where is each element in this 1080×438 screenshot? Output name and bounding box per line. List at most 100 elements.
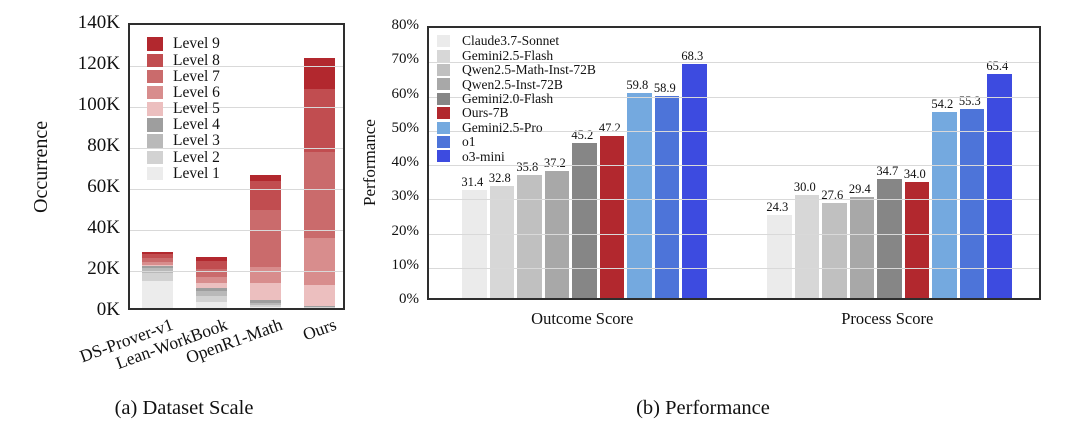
legend-label: Claude3.7-Sonnet: [462, 33, 560, 49]
legend-row: Level 7: [147, 68, 220, 84]
bar-gemini2-5-pro: [932, 112, 957, 298]
bar-ours-7b: [904, 181, 929, 298]
legend-swatch: [437, 135, 450, 148]
legend-label: Level 8: [173, 51, 220, 69]
bar-qwen2-5-math-inst-72b: [822, 203, 847, 298]
performance-plot-area: Claude3.7-Sonnet Gemini2.5-Flash Qwen2.5-M…: [427, 26, 1041, 300]
bar-segment-level-3: [250, 302, 282, 305]
bar-segment-level-3: [195, 290, 227, 296]
gridline: [130, 148, 343, 149]
bar-segment-level-4: [195, 287, 227, 291]
bar-segment-level-7: [250, 209, 282, 267]
legend-label: Gemini2.5-Pro: [462, 119, 543, 135]
legend-swatch: [437, 63, 450, 76]
bar-segment-level-6: [250, 267, 282, 284]
legend-row: Qwen2.5-Math-Inst-72B: [437, 63, 596, 77]
legend-label: Level 5: [173, 100, 220, 118]
caption-dataset-scale: (a) Dataset Scale: [114, 397, 254, 419]
legend-swatch: [437, 49, 450, 62]
bar-segment-level-1: [304, 307, 336, 308]
bar-segment-level-8: [141, 253, 173, 258]
bar-gemini2-5-pro: [627, 93, 652, 298]
bar-gemini2-5-flash: [489, 185, 514, 298]
legend-label: Qwen2.5-Inst-72B: [462, 76, 563, 92]
bar-segment-level-6: [304, 238, 336, 286]
bar-segment-level-2: [141, 273, 173, 282]
legend-label: Level 7: [173, 67, 220, 85]
legend-label: Level 4: [173, 116, 220, 134]
bar-segment-level-3: [141, 268, 173, 274]
bar-segment-level-2: [195, 295, 227, 302]
gridline: [429, 165, 1039, 166]
legend-swatch: [147, 53, 163, 68]
legend-swatch: [147, 134, 163, 148]
legend-label: Level 6: [173, 83, 220, 101]
bar-segment-level-1: [141, 281, 173, 308]
bar-gemini2-0-flash: [572, 143, 597, 298]
gridline: [130, 271, 343, 272]
bar-segment-level-7: [141, 257, 173, 262]
legend-label: Level 1: [173, 164, 220, 182]
bar-o1: [959, 108, 984, 298]
bar-segment-level-8: [195, 260, 227, 270]
legend-label: Level 9: [173, 35, 220, 53]
legend-label: Gemini2.5-Flash: [462, 47, 554, 63]
legend-swatch: [437, 150, 450, 163]
bar-gemini2-5-flash: [794, 195, 819, 298]
legend-swatch: [147, 150, 163, 165]
legend-swatch: [147, 69, 163, 84]
legend-row: Level 1: [147, 166, 220, 182]
legend-row: Level 4: [147, 117, 220, 133]
legend-label: o1: [462, 134, 476, 150]
bar-segment-level-1: [195, 301, 227, 308]
bar-segment-level-2: [250, 304, 282, 307]
gridline: [429, 233, 1039, 235]
bar-o1: [654, 96, 679, 298]
gridline: [429, 199, 1039, 201]
bar-o3-mini: [682, 64, 707, 298]
bar-claude3-7-sonnet: [767, 214, 792, 298]
dataset-scale-plot-area: Level 9 Level 8 Level 7 Level 6 Level 5 Level…: [128, 23, 345, 310]
bar-segment-level-5: [195, 283, 227, 288]
bar-segment-level-4: [141, 265, 173, 269]
bar-segment-level-6: [195, 277, 227, 284]
legend-label: Level 2: [173, 148, 220, 166]
bar-segment-level-6: [141, 261, 173, 265]
legend-swatch: [147, 166, 163, 181]
bar-segment-level-9: [250, 174, 282, 181]
group-label-process-score: Process Score: [841, 309, 934, 328]
bar-ours-7b: [599, 136, 624, 298]
legend-row: Level 9: [147, 36, 220, 52]
bar-claude3-7-sonnet: [462, 190, 487, 298]
legend-row: Claude3.7-Sonnet: [437, 34, 596, 48]
legend-swatch: [437, 121, 450, 134]
legend-row: Level 2: [147, 149, 220, 165]
gridline: [130, 107, 343, 108]
legend-row: Qwen2.5-Inst-72B: [437, 77, 596, 91]
gridline: [429, 130, 1039, 132]
legend-row: o1: [437, 135, 596, 149]
legend-row: o3-mini: [437, 149, 596, 163]
legend-swatch: [437, 78, 450, 91]
legend-label: Level 3: [173, 132, 220, 150]
legend-row: Level 5: [147, 101, 220, 117]
legend-swatch: [147, 102, 163, 116]
legend: Level 9 Level 8 Level 7 Level 6 Level 5 Level…: [147, 36, 220, 182]
legend-swatch: [437, 107, 450, 120]
bar-segment-level-9: [195, 256, 227, 261]
legend-row: Ours-7B: [437, 106, 596, 120]
legend-row: Level 3: [147, 133, 220, 149]
bar-gemini2-0-flash: [877, 179, 902, 298]
gridline: [130, 66, 343, 67]
legend-swatch: [437, 92, 450, 105]
bar-segment-level-3: [304, 306, 336, 307]
legend-row: Level 6: [147, 85, 220, 101]
legend-row: Level 8: [147, 52, 220, 68]
bar-segment-level-7: [195, 269, 227, 278]
legend-label: o3-mini: [462, 148, 505, 164]
gridline: [429, 96, 1039, 98]
bar-qwen2-5-inst-72b: [849, 197, 874, 298]
gridline: [130, 189, 343, 190]
bar-segment-level-8: [304, 88, 336, 153]
bar-segment-level-1: [250, 306, 282, 308]
